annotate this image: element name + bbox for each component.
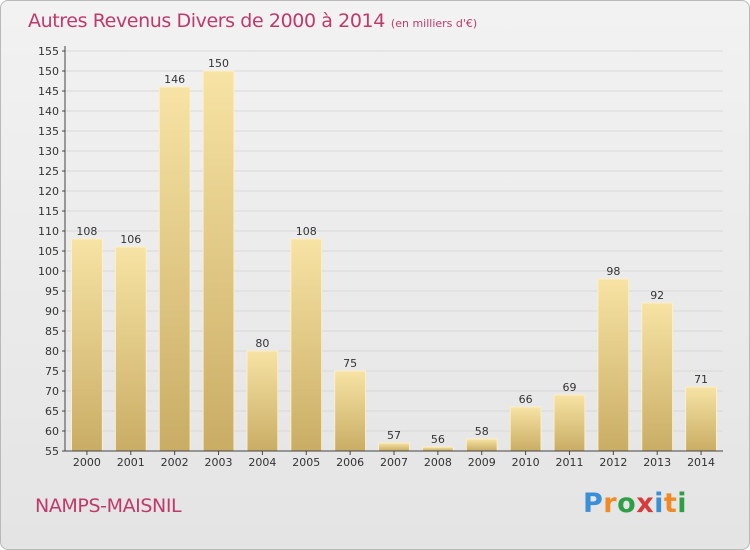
data-label-2013: 92 [650,289,664,302]
bar-2003 [202,70,235,452]
y-tick-label: 75 [45,365,59,378]
y-tick-label: 100 [38,265,59,278]
y-tick-label: 115 [38,205,59,218]
y-tick-label: 55 [45,445,59,458]
x-tick-label: 2009 [468,456,496,469]
y-tick-label: 90 [45,305,59,318]
bars [71,70,717,452]
data-label-2009: 58 [475,425,489,438]
x-tick-label: 2008 [424,456,452,469]
y-tick-label: 145 [38,85,59,98]
data-label-2004: 80 [255,337,269,350]
y-tick-label: 65 [45,405,59,418]
y-tick-label: 135 [38,125,59,138]
data-label-2005: 108 [296,225,317,238]
data-label-2002: 146 [164,73,185,86]
bar-2004 [246,350,279,452]
bar-2001 [115,246,147,452]
bar-2014 [685,386,717,452]
x-tick-label: 2006 [336,456,364,469]
x-tick-label: 2000 [73,456,101,469]
chart-title: Autres Revenus Divers de 2000 à 2014 (en … [28,10,477,32]
bar-2002 [158,86,191,452]
x-tick-label: 2005 [292,456,320,469]
x-tick-label: 2010 [512,456,540,469]
bar-2000 [71,238,103,452]
y-tick-label: 60 [45,425,59,438]
proxiti-logo: Proxiti [583,488,687,519]
y-tick-label: 140 [38,105,59,118]
x-tick-label: 2007 [380,456,408,469]
x-tick-label: 2004 [248,456,276,469]
logo-letter: t [663,488,678,519]
bar-2007 [378,442,410,452]
y-tick-label: 80 [45,345,59,358]
y-tick-label: 130 [38,145,59,158]
bar-2008 [422,446,454,452]
chart-unit: (en milliers d'€) [390,17,478,30]
x-tick-label: 2003 [205,456,233,469]
y-tick-label: 105 [38,245,59,258]
y-tick-label: 70 [45,385,59,398]
logo-letter: x [636,488,655,519]
bar-2005 [290,238,323,452]
bar-2011 [553,394,586,452]
y-tick-label: 110 [38,225,59,238]
y-tick-label: 95 [45,285,59,298]
data-label-2006: 75 [343,357,357,370]
logo-letter: i [677,488,688,519]
logo-letter: o [617,488,637,519]
y-tick-label: 120 [38,185,59,198]
data-label-2010: 66 [519,393,533,406]
bar-2006 [334,370,366,452]
data-label-2001: 106 [120,233,141,246]
bar-2013 [641,302,673,452]
logo-letter: r [603,488,618,519]
x-tick-label: 2001 [117,456,145,469]
bar-2009 [465,438,498,452]
y-tick-label: 85 [45,325,59,338]
y-tick-label: 150 [38,65,59,78]
data-labels: 108 106 146 150 80 108 75 57 56 58 66 69 98 92 71 [76,57,708,446]
chart-title-text: Autres Revenus Divers de 2000 à 2014 [28,10,385,32]
data-label-2008: 56 [431,433,445,446]
logo-letter: i [654,488,664,519]
x-tick-label: 2012 [599,456,627,469]
data-label-2011: 69 [562,381,576,394]
y-tick-label: 155 [38,45,59,58]
data-label-2007: 57 [387,429,401,442]
data-label-2003: 150 [208,57,229,70]
logo-letter: P [583,488,604,519]
axes: 55 60 65 70 75 80 85 90 95 100 105 110 115 120 125 130 1… [38,45,723,469]
x-tick-label: 2013 [643,456,671,469]
bar-2012 [597,278,630,452]
bar-2010 [509,406,542,452]
data-label-2014: 71 [694,373,708,386]
y-tick-label: 125 [38,165,59,178]
x-tick-label: 2002 [161,456,189,469]
data-label-2012: 98 [606,265,620,278]
commune-name: NAMPS-MAISNIL [35,495,182,517]
x-tick-label: 2014 [687,456,715,469]
x-tick-label: 2011 [555,456,583,469]
data-label-2000: 108 [76,225,97,238]
